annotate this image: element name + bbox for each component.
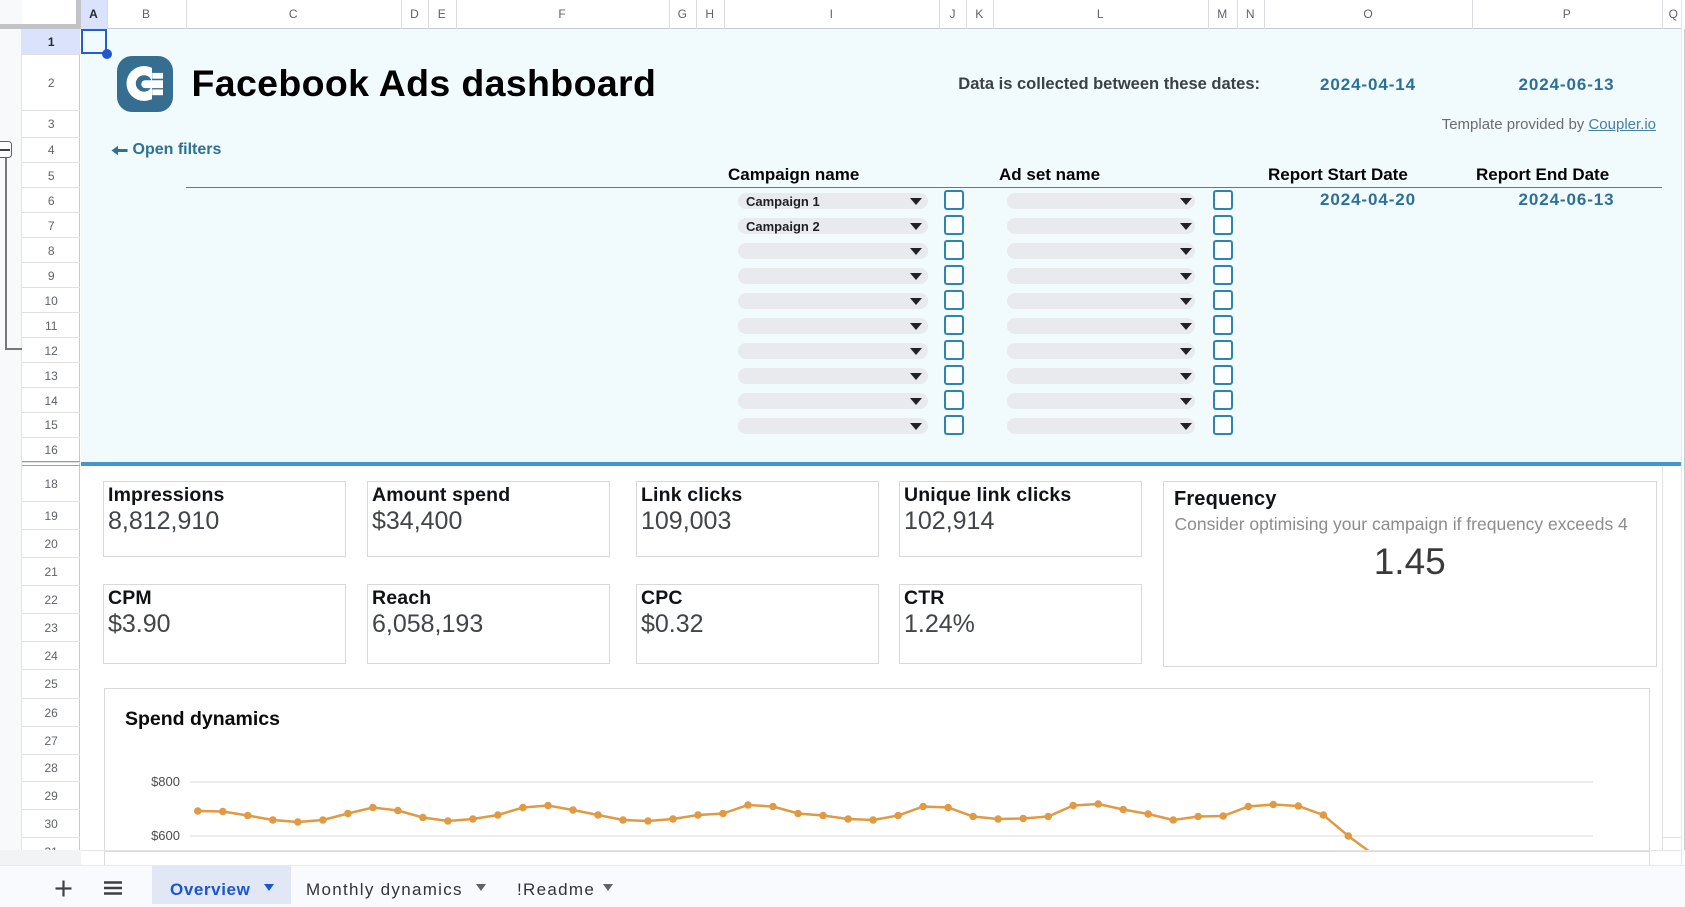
svg-text:$600: $600 bbox=[151, 828, 180, 843]
svg-text:$800: $800 bbox=[151, 774, 180, 789]
